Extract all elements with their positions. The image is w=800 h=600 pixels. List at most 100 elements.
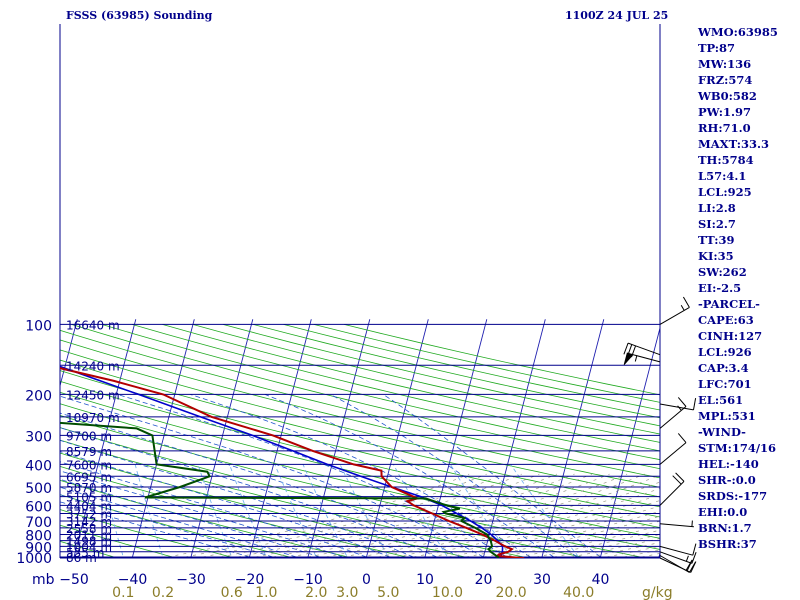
guide-line: [483, 515, 660, 558]
height-label: 5870 m: [66, 481, 112, 495]
temperature-tick-label: −30: [176, 572, 206, 588]
guide-line: [220, 473, 522, 558]
temperature-tick-label: −40: [118, 572, 148, 588]
mixing-ratio-line: [274, 464, 318, 558]
index-item: HEL:-140: [698, 457, 759, 471]
dry-adiabat: [101, 324, 660, 461]
height-label: 9700 m: [66, 429, 112, 443]
mixing-ratio-label: 0.6: [221, 585, 243, 600]
pressure-label: 300: [25, 429, 52, 445]
dry-adiabat: [60, 494, 296, 558]
mixing-ratio-line: [229, 464, 268, 558]
wind-barb: [659, 397, 687, 429]
wind-barb-flag: [677, 433, 687, 443]
temperature-tick-label: 40: [592, 572, 610, 588]
wind-barb-flag: [692, 543, 697, 556]
wind-barb-flag: [686, 559, 693, 571]
mixing-ratio-label: 1.0: [255, 585, 277, 600]
index-item: CINH:127: [698, 329, 763, 343]
height-label: 3142 m: [66, 515, 112, 529]
pressure-unit: mb: [32, 572, 55, 588]
wind-barb-half-flag: [634, 355, 638, 362]
wind-barb-staff: [659, 545, 693, 556]
dry-adiabat: [60, 329, 660, 479]
dry-adiabat: [60, 524, 178, 558]
index-item: MAXT:33.3: [698, 137, 769, 151]
wind-barb-flag: [691, 552, 697, 564]
index-item: KI:35: [698, 249, 734, 263]
index-item: PW:1.97: [698, 105, 752, 119]
wind-barb: [659, 520, 694, 528]
height-label: 535 m: [66, 546, 104, 560]
wind-barb-half-flag: [677, 405, 682, 411]
pressure-label: 500: [25, 481, 52, 497]
guide-line: [500, 520, 660, 558]
dry-adiabat: [60, 509, 237, 558]
dry-adiabat: [60, 339, 660, 488]
dry-adiabat: [60, 370, 660, 518]
temperature-tick-label: 20: [475, 572, 493, 588]
dry-adiabat: [60, 380, 660, 528]
pressure-label: 200: [25, 388, 52, 404]
wind-barb-flag: [672, 475, 682, 485]
wind-barb-staff: [659, 481, 685, 506]
guide-line: [571, 538, 660, 558]
index-item: LI:2.8: [698, 201, 736, 215]
index-item: LCL:925: [698, 185, 752, 199]
wind-barb: [659, 472, 685, 506]
wind-barb: [659, 433, 687, 465]
mixing-ratio-label: 0.1: [112, 585, 134, 600]
index-item: -PARCEL-: [698, 297, 760, 311]
wind-barb: [659, 543, 697, 556]
pressure-label: 600: [25, 499, 52, 515]
indices-panel: WMO:63985 TP:87 MW:136 FRZ:574 WB0:582 PW:1.9…: [698, 24, 800, 552]
index-item: TH:5784: [698, 153, 754, 167]
index-item: SRDS:-177: [698, 489, 768, 503]
moist-adiabat: [60, 412, 461, 558]
height-label: 12450 m: [66, 388, 120, 402]
index-item: MPL:531: [698, 409, 756, 423]
wind-barb-staff: [627, 342, 661, 356]
guide-line: [202, 473, 505, 558]
dry-adiabat: [162, 324, 660, 443]
height-label: 10970 m: [66, 411, 120, 425]
mixing-ratio-line: [510, 464, 581, 558]
isotherm: [60, 319, 78, 388]
index-item: SW:262: [698, 265, 747, 279]
index-item: MW:136: [698, 57, 752, 71]
dry-adiabat: [71, 324, 660, 470]
dry-adiabat: [60, 479, 355, 558]
mixing-ratio-label: 5.0: [377, 585, 399, 600]
wind-barb-staff: [659, 442, 687, 465]
wind-barb-half-flag: [680, 304, 685, 311]
height-label: 5105 m: [66, 491, 112, 505]
guide-line: [378, 481, 660, 558]
guide-line: [518, 525, 660, 558]
wind-barb-staff: [659, 557, 692, 573]
dry-adiabat: [60, 452, 472, 558]
index-item: WMO:63985: [698, 25, 778, 39]
height-label: 14240 m: [66, 359, 120, 373]
index-item: TP:87: [698, 41, 736, 55]
chart-title: FSSS (63985) Sounding: [66, 9, 213, 22]
pressure-label: 400: [25, 458, 52, 474]
moist-adiabat: [264, 394, 554, 558]
dewpoint-trace: [60, 421, 500, 558]
mixing-ratio-line: [197, 464, 233, 558]
wind-barb: [623, 352, 661, 365]
height-label: 1004 m: [66, 540, 112, 554]
guide-line: [343, 473, 645, 558]
guide-line: [430, 500, 660, 558]
pressure-label: 900: [25, 540, 52, 556]
wind-barb-pennant: [623, 352, 634, 365]
height-label: 4404 m: [66, 499, 112, 513]
guide-line: [290, 473, 593, 558]
wind-barb-flag: [677, 397, 687, 407]
temperature-tick-label: −50: [59, 572, 89, 588]
guide-line: [606, 545, 660, 558]
mixing-ratio-label: 3.0: [336, 585, 358, 600]
guide-line: [255, 473, 558, 558]
index-item: WB0:582: [698, 89, 757, 103]
height-label: 3752 m: [66, 508, 112, 522]
height-label: 6695 m: [66, 470, 112, 484]
